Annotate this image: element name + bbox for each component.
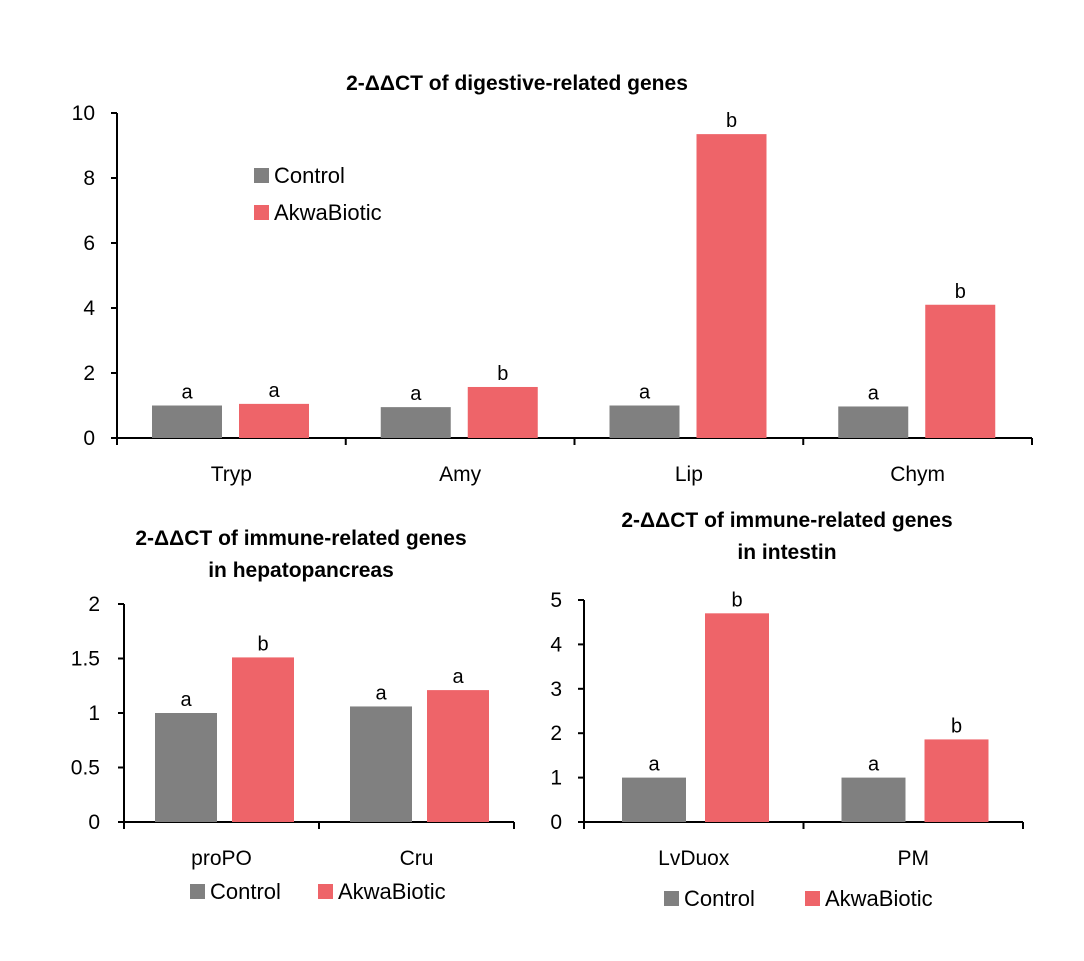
y-tick-label: 4 [83,297,95,320]
chart-2: 2-ΔΔCT of immune-related genes in intesti… [550,509,1024,911]
y-tick-label: 1 [88,702,100,725]
legend-label: Control [274,163,345,188]
significance-label: a [868,382,880,404]
significance-label: a [648,754,660,776]
y-tick-label: 1.5 [71,648,100,671]
akwabiotic-bar-propo [232,657,294,822]
y-tick-label: 6 [83,232,95,255]
akwabiotic-bar-cru [427,690,489,822]
significance-label: b [951,715,962,737]
significance-label: b [726,110,737,132]
category-label: Tryp [211,463,252,486]
significance-label: b [257,633,268,655]
significance-label: a [181,382,193,404]
chart-1: 2-ΔΔCT of immune-related genes in hepatop… [71,527,515,904]
y-tick-label: 3 [550,678,562,701]
legend-label: Control [684,886,755,911]
legend-swatch-control [664,891,679,906]
control-bar-tryp [152,405,222,438]
significance-label: a [868,754,880,776]
chart-title: 2-ΔΔCT of immune-related genes [135,527,466,550]
significance-label: a [452,666,464,688]
significance-label: b [731,589,742,611]
y-tick-label: 0 [88,811,100,834]
y-tick-label: 2 [550,722,562,745]
significance-label: a [639,382,651,404]
legend: Control AkwaBiotic [254,163,382,225]
significance-label: a [268,380,280,402]
significance-label: a [180,689,192,711]
legend-swatch-control [254,168,269,183]
chart-title: 2-ΔΔCT of immune-related genes [621,509,952,532]
category-label: Amy [439,463,482,486]
y-tick-label: 1 [550,767,562,790]
significance-label: a [375,682,387,704]
category-label: LvDuox [658,847,730,870]
y-tick-label: 10 [72,102,95,125]
category-label: proPO [191,847,252,870]
akwabiotic-bar-amy [467,386,538,438]
category-label: Lip [675,463,703,486]
legend-label: Control [210,879,281,904]
y-tick-label: 5 [550,589,562,612]
control-bar-chym [838,406,909,438]
y-tick-label: 8 [83,167,95,190]
control-bar-amy [380,407,451,438]
chart-title: in intestin [737,541,836,564]
akwabiotic-bar-lvduox [705,613,769,822]
legend-label: AkwaBiotic [338,879,446,904]
chart-0: 2-ΔΔCT of digestive-related genes 0 2 4 6 8 10… [72,72,1033,486]
legend-label: AkwaBiotic [274,200,382,225]
y-tick-label: 2 [83,362,95,385]
legend-swatch-control [190,884,205,899]
legend-swatch-akwabiotic [318,884,333,899]
legend: Control AkwaBiotic [190,879,446,904]
akwabiotic-bar-chym [925,304,996,438]
chart-title: 2-ΔΔCT of digestive-related genes [346,72,688,95]
significance-label: b [497,363,508,385]
control-bar-cru [350,706,412,822]
chart-title: in hepatopancreas [208,559,394,582]
category-label: PM [898,847,930,870]
control-bar-lip [609,405,680,438]
y-tick-label: 4 [550,633,562,656]
y-tick-label: 2 [88,593,100,616]
legend-swatch-akwabiotic [805,891,820,906]
control-bar-lvduox [622,777,686,822]
akwabiotic-bar-tryp [239,403,309,438]
akwabiotic-bar-pm [924,739,989,822]
control-bar-pm [841,777,906,822]
control-bar-propo [155,713,217,822]
legend-label: AkwaBiotic [825,886,933,911]
y-tick-label: 0.5 [71,757,100,780]
significance-label: a [410,383,422,405]
legend-swatch-akwabiotic [254,205,269,220]
significance-label: b [955,281,966,303]
category-label: Chym [890,463,945,486]
y-tick-label: 0 [83,427,95,450]
akwabiotic-bar-lip [696,134,767,438]
legend: Control AkwaBiotic [664,886,933,911]
y-tick-label: 0 [550,811,562,834]
category-label: Cru [400,847,434,870]
